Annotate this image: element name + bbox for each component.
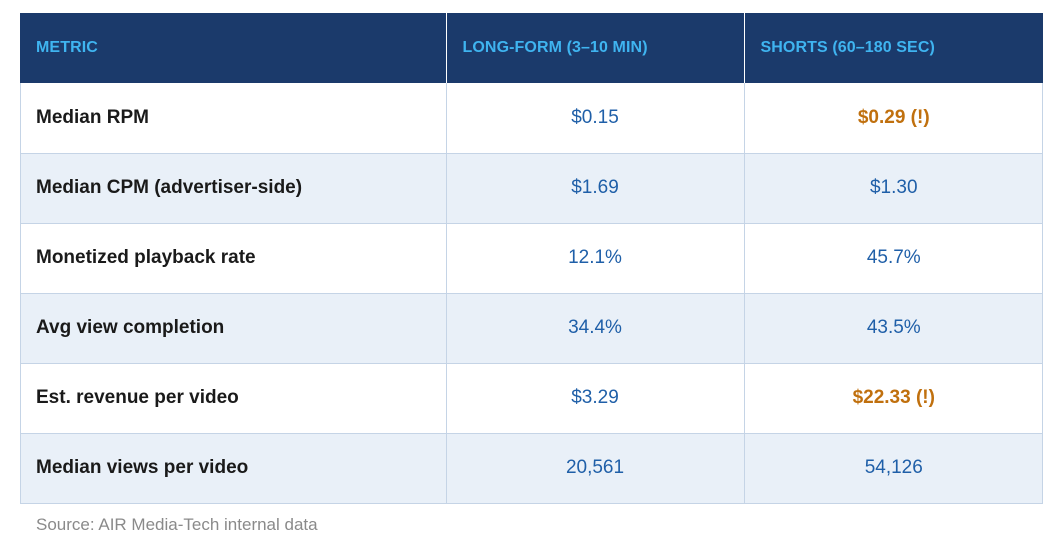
long-form-value: $3.29 [446,363,745,434]
comparison-table: METRIC LONG-FORM (3–10 MIN) SHORTS (60–1… [20,13,1043,504]
table-row: Avg view completion 34.4% 43.5% [20,293,1043,364]
table-right-border [1042,83,1043,503]
metric-label: Monetized playback rate [20,223,447,294]
long-form-value: $0.15 [446,83,745,154]
shorts-value: 45.7% [744,223,1043,294]
shorts-value: 54,126 [744,433,1043,504]
long-form-value: 12.1% [446,223,745,294]
long-form-value: 20,561 [446,433,745,504]
source-note: Source: AIR Media-Tech internal data [36,515,318,534]
comparison-table-container: METRIC LONG-FORM (3–10 MIN) SHORTS (60–1… [20,13,1043,504]
metric-label: Median RPM [20,83,447,154]
table-row: Median CPM (advertiser-side) $1.69 $1.30 [20,153,1043,224]
shorts-value: $1.30 [744,153,1043,224]
table-row: Monetized playback rate 12.1% 45.7% [20,223,1043,294]
shorts-value: 43.5% [744,293,1043,364]
metric-label: Median views per video [20,433,447,504]
table-header-row: METRIC LONG-FORM (3–10 MIN) SHORTS (60–1… [20,13,1043,83]
metric-label: Median CPM (advertiser-side) [20,153,447,224]
metric-label: Avg view completion [20,293,447,364]
header-long-form: LONG-FORM (3–10 MIN) [446,13,745,83]
table-left-border [20,83,21,503]
table-row: Est. revenue per video $3.29 $22.33 (!) [20,363,1043,434]
header-metric: METRIC [20,13,447,83]
table-row: Median RPM $0.15 $0.29 (!) [20,83,1043,154]
metric-label: Est. revenue per video [20,363,447,434]
long-form-value: $1.69 [446,153,745,224]
shorts-value: $22.33 (!) [744,363,1043,434]
shorts-value: $0.29 (!) [744,83,1043,154]
long-form-value: 34.4% [446,293,745,364]
table-row: Median views per video 20,561 54,126 [20,433,1043,504]
header-shorts: SHORTS (60–180 SEC) [760,39,935,56]
